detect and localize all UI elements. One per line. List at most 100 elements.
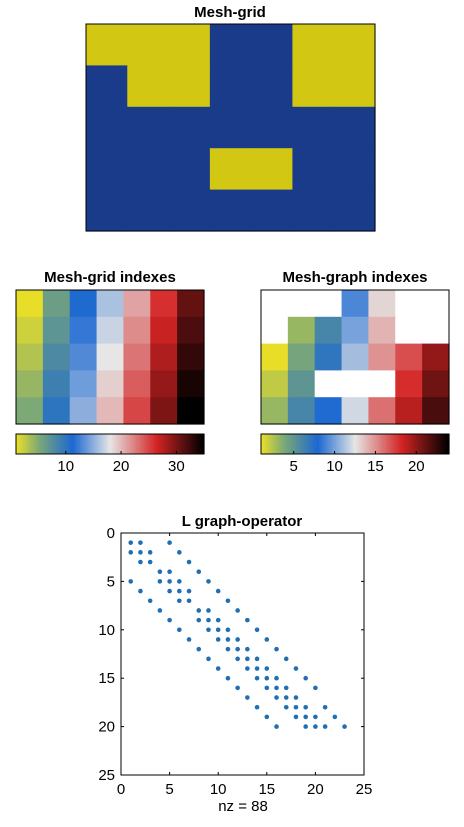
heatmap-cell: [287, 343, 316, 371]
colorbar-segment: [168, 434, 171, 454]
colorbar-segment: [402, 434, 405, 454]
colorbar-segment: [315, 434, 318, 454]
spy-point: [206, 627, 211, 633]
colorbar-segment: [336, 434, 339, 454]
mask-cell: [333, 106, 376, 149]
colorbar-segment: [25, 434, 28, 454]
colorbar-segment: [132, 434, 136, 454]
colorbar-segment: [100, 434, 104, 454]
mesh-grid-title: Mesh-grid: [194, 4, 266, 21]
mask-cell: [86, 148, 128, 191]
colorbar-tick-label: 20: [408, 458, 425, 475]
mask-cell: [333, 24, 376, 66]
colorbar-segment: [422, 434, 426, 454]
spy-point: [274, 685, 279, 691]
colorbar-segment: [366, 434, 369, 454]
mask-frame: [85, 23, 376, 232]
spy-point: [177, 598, 182, 604]
mask-cell: [127, 106, 170, 149]
colorbar-segment: [123, 434, 126, 454]
spy-point: [186, 559, 192, 565]
spy-point: [235, 637, 240, 642]
x-tick-label: 10: [210, 781, 227, 798]
spy-point: [303, 724, 308, 729]
colorbar-segment: [183, 434, 186, 454]
colorbar-segment: [304, 434, 307, 454]
colorbar-segment: [321, 434, 324, 454]
colorbar-segment: [435, 434, 439, 454]
colorbar-segment: [339, 434, 343, 454]
spy-point: [245, 656, 250, 662]
colorbar-segment: [398, 434, 401, 454]
colorbar-segment: [149, 434, 152, 454]
spy-point: [245, 695, 250, 700]
colorbar-segment: [319, 434, 322, 454]
mask-cell: [333, 189, 376, 232]
colorbar-segment: [396, 434, 399, 454]
colorbar-segment: [324, 434, 328, 454]
colorbar-segment: [426, 434, 429, 454]
colorbar-segment: [194, 434, 198, 454]
heatmap-cell: [422, 397, 450, 425]
colorbar-segment: [370, 434, 373, 454]
colorbar-segment: [51, 434, 55, 454]
colorbar-segment: [358, 434, 362, 454]
mask-cell: [251, 148, 294, 191]
heatmap-cell: [422, 290, 450, 318]
heatmap-cell: [42, 397, 71, 425]
colorbar-segment: [102, 434, 105, 454]
mask-cell: [251, 106, 294, 149]
colorbar-segment: [317, 434, 320, 454]
colorbar-segment: [443, 434, 446, 454]
colorbar-segment: [411, 434, 414, 454]
colorbar-segment: [276, 434, 279, 454]
colorbar-segment: [96, 434, 100, 454]
colorbar-tick-label: 15: [367, 458, 384, 475]
spy-point: [254, 656, 260, 662]
colorbar-segment: [115, 434, 119, 454]
colorbar-segment: [188, 434, 192, 454]
colorbar-segment: [47, 434, 51, 454]
colorbar-segment: [347, 434, 350, 454]
colorbar-segment: [145, 434, 149, 454]
spy-point: [264, 685, 270, 691]
colorbar-segment: [85, 434, 89, 454]
colorbar-segment: [179, 434, 183, 454]
spy-point: [206, 617, 211, 623]
heatmap-frame: [260, 289, 450, 425]
heatmap-cell: [287, 397, 316, 425]
colorbar-tick-label: 5: [290, 458, 298, 475]
nz-label: nz = 88: [218, 798, 268, 815]
mask-cell: [292, 106, 335, 149]
colorbar-segment: [196, 434, 199, 454]
spy-point: [215, 637, 221, 642]
heatmap-cell: [96, 397, 125, 425]
colorbar-segment: [187, 434, 190, 454]
colorbar-segment: [79, 434, 83, 454]
colorbar-segment: [119, 434, 122, 454]
heatmap-cell: [177, 370, 205, 398]
heatmap-cell: [150, 370, 178, 398]
spy-point: [225, 637, 231, 642]
spy-point: [225, 627, 231, 633]
y-tick-label: 0: [107, 525, 115, 542]
colorbar-segment: [420, 434, 424, 454]
colorbar-segment: [424, 434, 428, 454]
heatmap-cell: [96, 370, 125, 398]
colorbar-segment: [296, 434, 300, 454]
colorbar-segment: [94, 434, 98, 454]
spy-point: [303, 675, 308, 681]
heatmap-cell: [16, 370, 44, 398]
mask-cell: [209, 106, 252, 149]
spy-point: [186, 598, 192, 604]
spy-point: [264, 637, 270, 642]
colorbar-segment: [151, 434, 154, 454]
spy-point: [235, 656, 240, 662]
colorbar-segment: [181, 434, 184, 454]
colorbar-segment: [63, 434, 66, 454]
colorbar-segment: [268, 434, 271, 454]
colorbar-segment: [76, 434, 79, 454]
spy-point: [196, 646, 202, 652]
spy-point: [147, 559, 153, 565]
heatmap-cell: [287, 290, 316, 318]
